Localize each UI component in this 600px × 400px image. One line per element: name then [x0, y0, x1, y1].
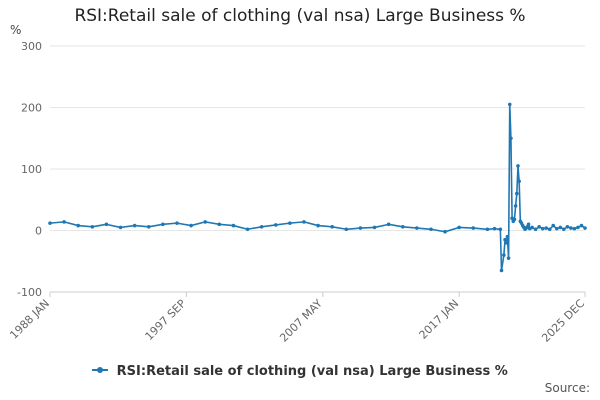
data-point[interactable]	[400, 225, 405, 229]
data-point[interactable]	[498, 227, 503, 232]
data-point[interactable]	[76, 223, 81, 228]
y-axis-ticks: -100 0 100 200 300	[17, 40, 42, 299]
data-point[interactable]	[146, 225, 151, 229]
data-point[interactable]	[562, 227, 566, 232]
data-point[interactable]	[540, 226, 545, 231]
x-axis: 1988 JAN 1997 SEP 2007 MAY 2017 JAN 2025 DEC	[7, 291, 587, 345]
x-tick-label: 1988 JAN	[7, 297, 52, 342]
y-tick-label: -100	[17, 286, 42, 299]
data-point[interactable]	[530, 225, 534, 230]
y-tick-label: 300	[21, 40, 42, 53]
data-point[interactable]	[509, 136, 513, 141]
data-point[interactable]	[302, 220, 306, 224]
data-point[interactable]	[569, 226, 573, 230]
data-point[interactable]	[245, 227, 250, 232]
data-point[interactable]	[104, 222, 109, 227]
data-point[interactable]	[259, 225, 264, 229]
data-point[interactable]	[217, 222, 222, 227]
x-tick-label: 2017 JAN	[417, 297, 462, 342]
data-point[interactable]	[583, 226, 587, 230]
data-point[interactable]	[503, 237, 507, 242]
data-point[interactable]	[526, 222, 531, 227]
data-point[interactable]	[429, 227, 433, 232]
y-tick-label: 200	[21, 102, 42, 115]
data-point[interactable]	[554, 226, 559, 231]
y-axis-unit-label: %	[10, 23, 22, 37]
data-point[interactable]	[485, 227, 490, 232]
data-point[interactable]	[386, 222, 391, 227]
data-point[interactable]	[533, 227, 538, 232]
data-point[interactable]	[288, 221, 292, 225]
data-point[interactable]	[90, 225, 95, 229]
data-point[interactable]	[579, 223, 584, 228]
data-point[interactable]	[499, 268, 504, 273]
data-point[interactable]	[471, 226, 476, 230]
data-point[interactable]	[492, 226, 497, 231]
x-tick-label: 2025 DEC	[539, 297, 587, 345]
data-point[interactable]	[443, 229, 447, 234]
x-tick-label: 1997 SEP	[143, 297, 189, 343]
data-point[interactable]	[189, 223, 193, 228]
data-point[interactable]	[372, 225, 377, 230]
series-group	[48, 102, 587, 273]
data-point[interactable]	[330, 225, 334, 229]
data-point[interactable]	[48, 221, 52, 225]
data-point[interactable]	[344, 227, 349, 232]
data-point[interactable]	[572, 226, 577, 231]
data-point[interactable]	[515, 191, 519, 196]
data-point[interactable]	[507, 102, 512, 107]
data-point[interactable]	[537, 225, 541, 229]
data-point[interactable]	[132, 223, 137, 228]
data-point[interactable]	[505, 234, 510, 239]
data-point[interactable]	[513, 204, 518, 208]
data-point[interactable]	[551, 223, 556, 228]
data-point[interactable]	[175, 221, 179, 225]
data-point[interactable]	[506, 256, 511, 260]
data-point[interactable]	[316, 223, 320, 228]
data-point[interactable]	[512, 217, 517, 222]
legend[interactable]: RSI:Retail sale of clothing (val nsa) La…	[0, 364, 600, 379]
data-point[interactable]	[118, 225, 123, 230]
y-tick-label: 100	[21, 163, 42, 176]
data-point[interactable]	[502, 253, 506, 257]
chart-title: RSI:Retail sale of clothing (val nsa) La…	[74, 6, 526, 26]
x-tick-label: 2007 MAY	[277, 297, 325, 345]
legend-swatch-icon	[92, 366, 109, 373]
data-point[interactable]	[415, 226, 419, 230]
data-point[interactable]	[62, 220, 66, 224]
legend-label: RSI:Retail sale of clothing (val nsa) La…	[116, 364, 508, 379]
data-point[interactable]	[161, 222, 165, 227]
data-point[interactable]	[517, 179, 521, 184]
data-point[interactable]	[544, 226, 548, 230]
data-point[interactable]	[358, 226, 363, 230]
data-point[interactable]	[547, 227, 552, 232]
series-line	[49, 103, 586, 272]
y-tick-label: 0	[35, 225, 42, 238]
source-label: Source:	[544, 381, 590, 395]
data-point[interactable]	[558, 225, 563, 230]
data-point[interactable]	[457, 225, 461, 230]
data-point[interactable]	[231, 223, 236, 228]
data-point[interactable]	[576, 225, 580, 230]
data-point[interactable]	[504, 241, 509, 245]
data-point[interactable]	[516, 164, 520, 168]
data-point[interactable]	[565, 225, 570, 229]
data-point[interactable]	[273, 223, 278, 227]
data-point[interactable]	[203, 220, 208, 224]
